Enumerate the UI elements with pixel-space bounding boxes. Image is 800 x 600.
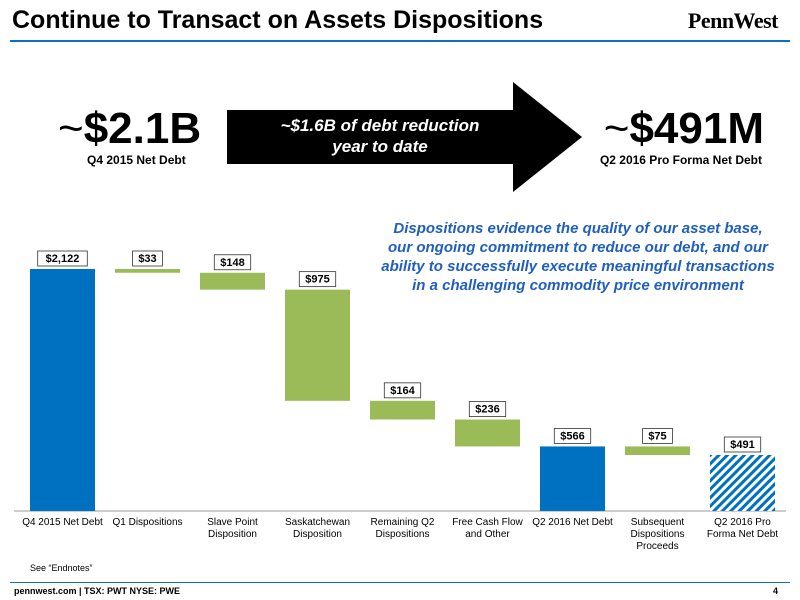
data-label-3: $975 xyxy=(305,274,329,286)
data-label-4: $164 xyxy=(390,385,415,397)
bar-0 xyxy=(30,269,95,511)
pennwest-logo: PennWest xyxy=(687,8,779,33)
approx-symbol: ~ xyxy=(58,104,84,153)
debt-reduction-arrow: ~$1.6B of debt reduction year to date xyxy=(227,82,582,192)
page-title: Continue to Transact on Assets Dispositi… xyxy=(12,6,544,34)
arrow-text: ~$1.6B of debt reduction year to date xyxy=(245,115,515,157)
q4-2015-net-debt-label: Q4 2015 Net Debt xyxy=(87,153,186,167)
data-label-box-4 xyxy=(383,382,422,399)
q4-2015-value-text: $2.1B xyxy=(83,104,202,153)
data-label-box-0 xyxy=(37,250,88,267)
category-label-2-1: Disposition xyxy=(208,529,257,540)
data-label-2: $148 xyxy=(220,257,244,269)
data-label-0: $2,122 xyxy=(46,253,80,265)
bar-3 xyxy=(285,289,350,401)
arrow-shape xyxy=(227,82,582,192)
data-label-7: $75 xyxy=(648,430,666,442)
bar-5 xyxy=(455,419,520,447)
data-label-box-2 xyxy=(213,254,252,271)
category-label-2-0: Slave Point xyxy=(207,517,258,528)
bar-1 xyxy=(115,269,180,273)
data-label-5: $236 xyxy=(475,404,499,416)
arrow-text-line1: ~$1.6B of debt reduction xyxy=(280,116,480,135)
category-label-3-0: Saskatchewan xyxy=(285,517,350,528)
category-label-0-0: Q4 2015 Net Debt xyxy=(22,517,103,528)
category-label-4-1: Dispositions xyxy=(376,529,430,540)
data-label-1: $33 xyxy=(138,253,156,265)
q2-2016-proforma-label: Q2 2016 Pro Forma Net Debt xyxy=(599,153,762,167)
q2-2016-value-text: $491M xyxy=(629,104,764,153)
dispositions-callout: Dispositions evidence the quality of our… xyxy=(381,220,775,294)
bar-6 xyxy=(540,446,605,511)
category-label-7-1: Dispositions xyxy=(631,529,685,540)
bar-4 xyxy=(370,400,435,420)
arrow-text-line2: year to date xyxy=(332,137,428,156)
category-label-3-1: Disposition xyxy=(293,529,342,540)
data-label-box-5 xyxy=(468,401,507,417)
data-label-box-1 xyxy=(132,250,163,267)
data-label-box-8 xyxy=(723,436,762,453)
category-label-4-0: Remaining Q2 xyxy=(371,517,435,528)
category-label-7-2: Proceeds xyxy=(636,541,678,552)
waterfall-chart: $2,122 Q4 2015 Net Debt $33 Q1 Dispositions… xyxy=(14,250,786,552)
category-label-1-0: Q1 Dispositions xyxy=(112,517,182,528)
data-label-8: $491 xyxy=(730,439,754,451)
category-label-8-1: Forma Net Debt xyxy=(707,529,778,540)
page-number: 4 xyxy=(772,586,778,596)
footer-site: pennwest.com | TSX: PWT NYSE: PWE xyxy=(14,586,181,596)
data-label-box-6 xyxy=(553,428,592,444)
data-label-box-3 xyxy=(298,271,337,288)
category-label-5-0: Free Cash Flow xyxy=(452,517,523,528)
category-label-5-1: and Other xyxy=(465,529,510,540)
category-label-8-0: Q2 2016 Pro xyxy=(714,517,771,528)
data-label-box-7 xyxy=(642,428,673,444)
data-label-6: $566 xyxy=(560,430,584,442)
approx-symbol: ~ xyxy=(603,104,630,153)
bar-2 xyxy=(200,272,265,290)
bar-7 xyxy=(625,446,690,456)
header-divider xyxy=(10,40,790,42)
endnotes-reference: See “Endnotes” xyxy=(30,563,93,573)
footer-divider xyxy=(10,582,790,583)
category-label-7-0: Subsequent xyxy=(631,517,685,528)
bar-8 xyxy=(710,455,775,511)
q2-2016-proforma-value: ~$491M xyxy=(604,104,764,154)
category-label-6-0: Q2 2016 Net Debt xyxy=(532,517,613,528)
q4-2015-net-debt-value: ~$2.1B xyxy=(58,104,201,154)
